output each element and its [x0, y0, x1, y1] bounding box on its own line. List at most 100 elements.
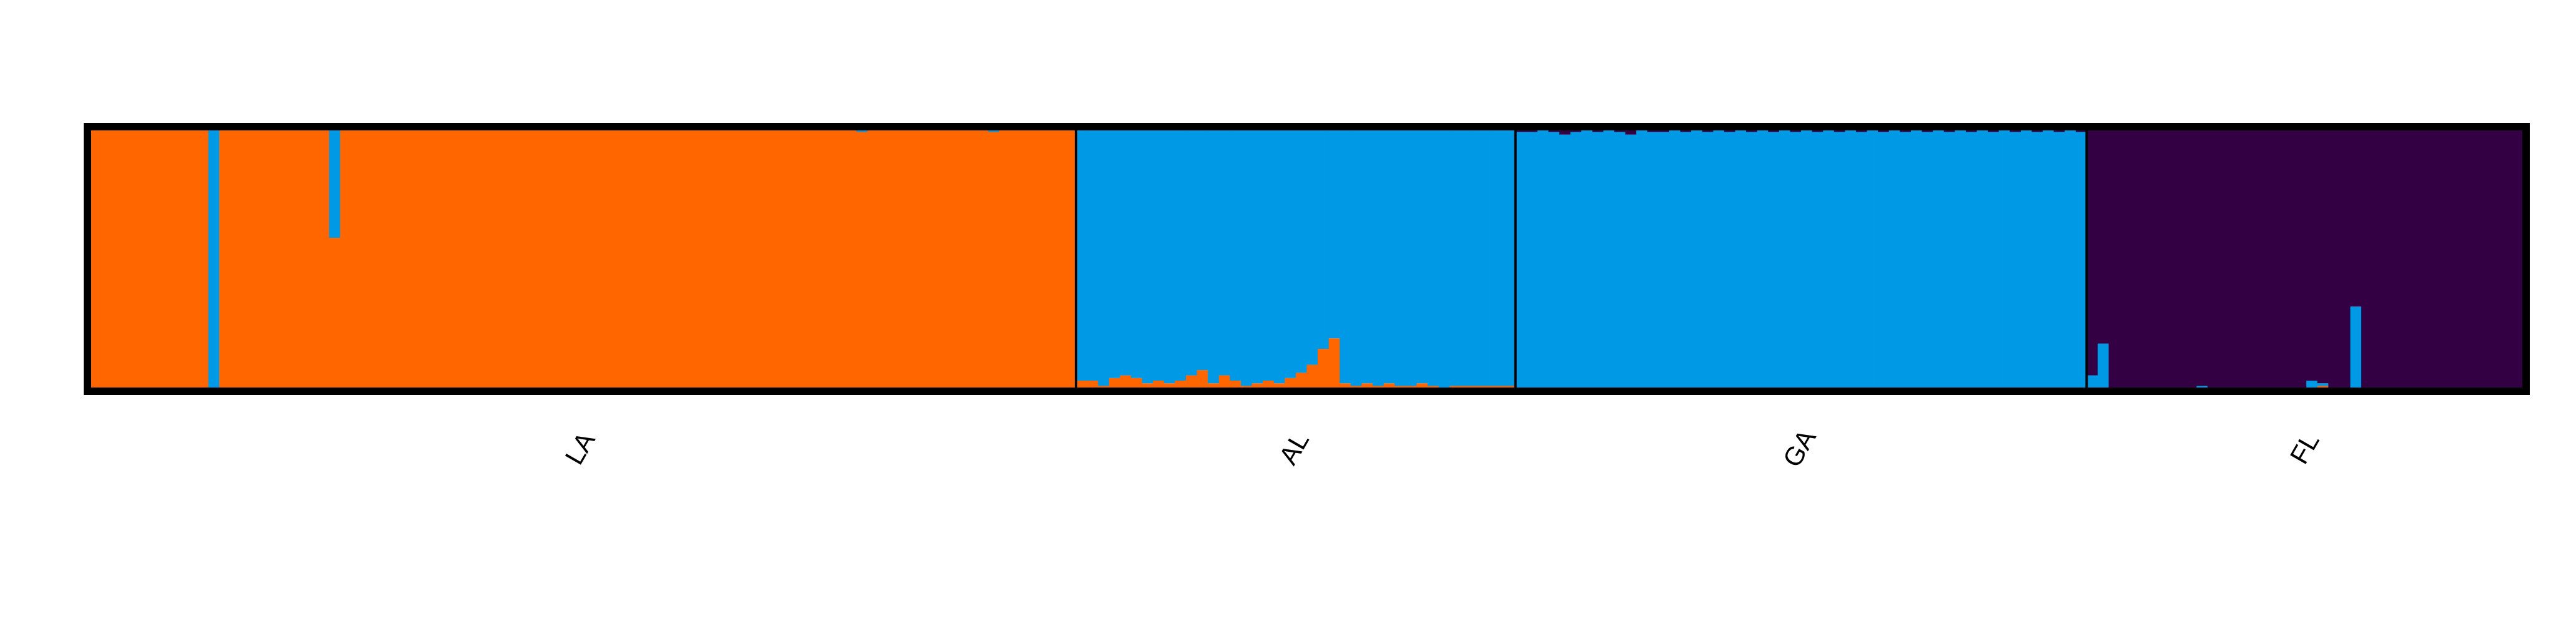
bar-LA-7-cluster-1 [153, 127, 165, 391]
bar-LA-58-cluster-1 [713, 127, 725, 391]
bar-LA-46-cluster-1 [581, 127, 593, 391]
bar-GA-46-cluster-2 [2010, 132, 2021, 389]
bar-FL-20-cluster-3 [2295, 127, 2307, 391]
bar-LA-35-cluster-1 [461, 127, 473, 391]
bar-FL-22-cluster-2 [2317, 383, 2329, 386]
bar-FL-25-cluster-2 [2350, 306, 2362, 391]
bar-FL-1-cluster-2 [2086, 375, 2098, 389]
bar-GA-52-cluster-2 [2075, 132, 2087, 389]
bar-FL-1-cluster-3 [2086, 127, 2098, 376]
bar-GA-34-cluster-2 [1878, 132, 1890, 389]
bar-GA-8-cluster-2 [1592, 132, 1604, 389]
bar-LA-60-cluster-1 [735, 127, 748, 391]
bar-LA-26-cluster-1 [362, 127, 373, 391]
bar-GA-45-cluster-2 [1998, 129, 2010, 389]
bar-AL-23-cluster-1 [1318, 349, 1330, 391]
bar-GA-19-cluster-2 [1713, 129, 1725, 389]
bar-GA-48-cluster-2 [2031, 132, 2043, 389]
bar-AL-22-cluster-2 [1306, 127, 1318, 365]
bar-GA-12-cluster-2 [1636, 129, 1648, 389]
bar-LA-71-cluster-1 [856, 132, 868, 392]
bar-GA-7-cluster-2 [1581, 129, 1593, 389]
bar-FL-16-cluster-3 [2251, 127, 2263, 389]
bar-AL-17-cluster-2 [1251, 127, 1263, 384]
bar-AL-1-cluster-2 [1076, 127, 1088, 381]
bar-FL-23-cluster-3 [2328, 127, 2340, 391]
bar-AL-13-cluster-2 [1208, 127, 1220, 384]
bar-GA-25-cluster-2 [1779, 129, 1791, 389]
bar-AL-11-cluster-1 [1186, 375, 1198, 391]
bar-AL-36-cluster-2 [1460, 127, 1472, 386]
bar-GA-24-cluster-2 [1768, 132, 1780, 389]
bar-GA-11-cluster-2 [1625, 134, 1637, 389]
bar-LA-34-cluster-1 [450, 127, 461, 391]
bar-FL-29-cluster-3 [2394, 127, 2406, 391]
bar-AL-29-cluster-2 [1383, 127, 1395, 384]
bar-LA-50-cluster-1 [625, 127, 638, 391]
bar-GA-22-cluster-2 [1746, 132, 1758, 389]
bar-GA-2-cluster-2 [1526, 132, 1538, 389]
bar-LA-10-cluster-1 [186, 127, 198, 391]
bar-AL-8-cluster-2 [1153, 127, 1165, 381]
bar-AL-21-cluster-1 [1295, 373, 1308, 391]
bar-LA-29-cluster-1 [395, 127, 407, 391]
bar-FL-5-cluster-3 [2130, 127, 2142, 391]
bar-AL-37-cluster-2 [1471, 127, 1483, 386]
bar-LA-89-cluster-1 [1054, 127, 1066, 391]
bar-LA-24-cluster-1 [340, 127, 352, 391]
bar-FL-38-cluster-3 [2493, 127, 2505, 391]
bar-LA-86-cluster-1 [1021, 127, 1033, 391]
bar-LA-8-cluster-1 [164, 127, 176, 391]
bar-LA-14-cluster-1 [230, 127, 242, 391]
bar-FL-32-cluster-3 [2427, 127, 2439, 391]
bar-LA-68-cluster-1 [823, 127, 835, 391]
bar-FL-31-cluster-3 [2416, 127, 2428, 391]
bar-LA-73-cluster-1 [878, 127, 890, 391]
bar-LA-61-cluster-1 [746, 127, 758, 391]
bar-GA-44-cluster-2 [1988, 132, 2000, 389]
bar-AL-20-cluster-2 [1285, 127, 1296, 378]
bar-FL-30-cluster-3 [2405, 127, 2417, 391]
bar-FL-17-cluster-3 [2262, 127, 2274, 391]
bar-FL-11-cluster-2 [2196, 386, 2208, 389]
bar-AL-16-cluster-2 [1240, 127, 1253, 386]
bar-LA-54-cluster-1 [669, 127, 681, 391]
group-dividers [1075, 127, 2088, 391]
bar-GA-37-cluster-2 [1910, 129, 1923, 389]
bar-AL-28-cluster-2 [1373, 127, 1384, 386]
plot-frame [84, 123, 2530, 395]
bar-LA-33-cluster-1 [438, 127, 451, 391]
bar-AL-14-cluster-2 [1218, 127, 1230, 376]
bar-LA-13-cluster-1 [219, 127, 231, 391]
bar-AL-32-cluster-2 [1416, 127, 1428, 384]
bar-LA-84-cluster-1 [999, 127, 1011, 391]
bar-LA-57-cluster-1 [703, 127, 714, 391]
bar-GA-49-cluster-2 [2043, 129, 2055, 389]
bar-FL-2-cluster-3 [2097, 127, 2110, 344]
bar-GA-5-cluster-2 [1559, 134, 1571, 389]
bar-AL-40-cluster-2 [1504, 127, 1516, 386]
bar-GA-26-cluster-2 [1790, 132, 1802, 389]
bar-LA-42-cluster-1 [538, 127, 550, 391]
bar-LA-77-cluster-1 [922, 127, 934, 391]
bar-LA-52-cluster-1 [648, 127, 659, 391]
bar-AL-24-cluster-2 [1328, 127, 1340, 339]
bar-AL-23-cluster-2 [1318, 127, 1330, 349]
bar-LA-27-cluster-1 [373, 127, 385, 391]
bar-FL-26-cluster-3 [2361, 127, 2373, 391]
bar-LA-83-cluster-1 [988, 132, 1000, 392]
bar-LA-23-cluster-2 [328, 127, 341, 238]
bar-LA-87-cluster-1 [1032, 127, 1044, 391]
bar-AL-2-cluster-2 [1087, 127, 1098, 381]
bar-AL-6-cluster-2 [1131, 127, 1143, 378]
bar-LA-39-cluster-1 [505, 127, 516, 391]
bar-LA-19-cluster-1 [285, 127, 297, 391]
bar-LA-9-cluster-1 [175, 127, 187, 391]
bar-LA-21-cluster-1 [307, 127, 318, 391]
bar-LA-90-cluster-1 [1065, 127, 1077, 391]
bar-LA-17-cluster-1 [263, 127, 275, 391]
bar-GA-36-cluster-2 [1900, 132, 1912, 389]
bar-LA-37-cluster-1 [483, 127, 495, 391]
bar-LA-45-cluster-1 [570, 127, 583, 391]
bar-LA-44-cluster-1 [560, 127, 571, 391]
